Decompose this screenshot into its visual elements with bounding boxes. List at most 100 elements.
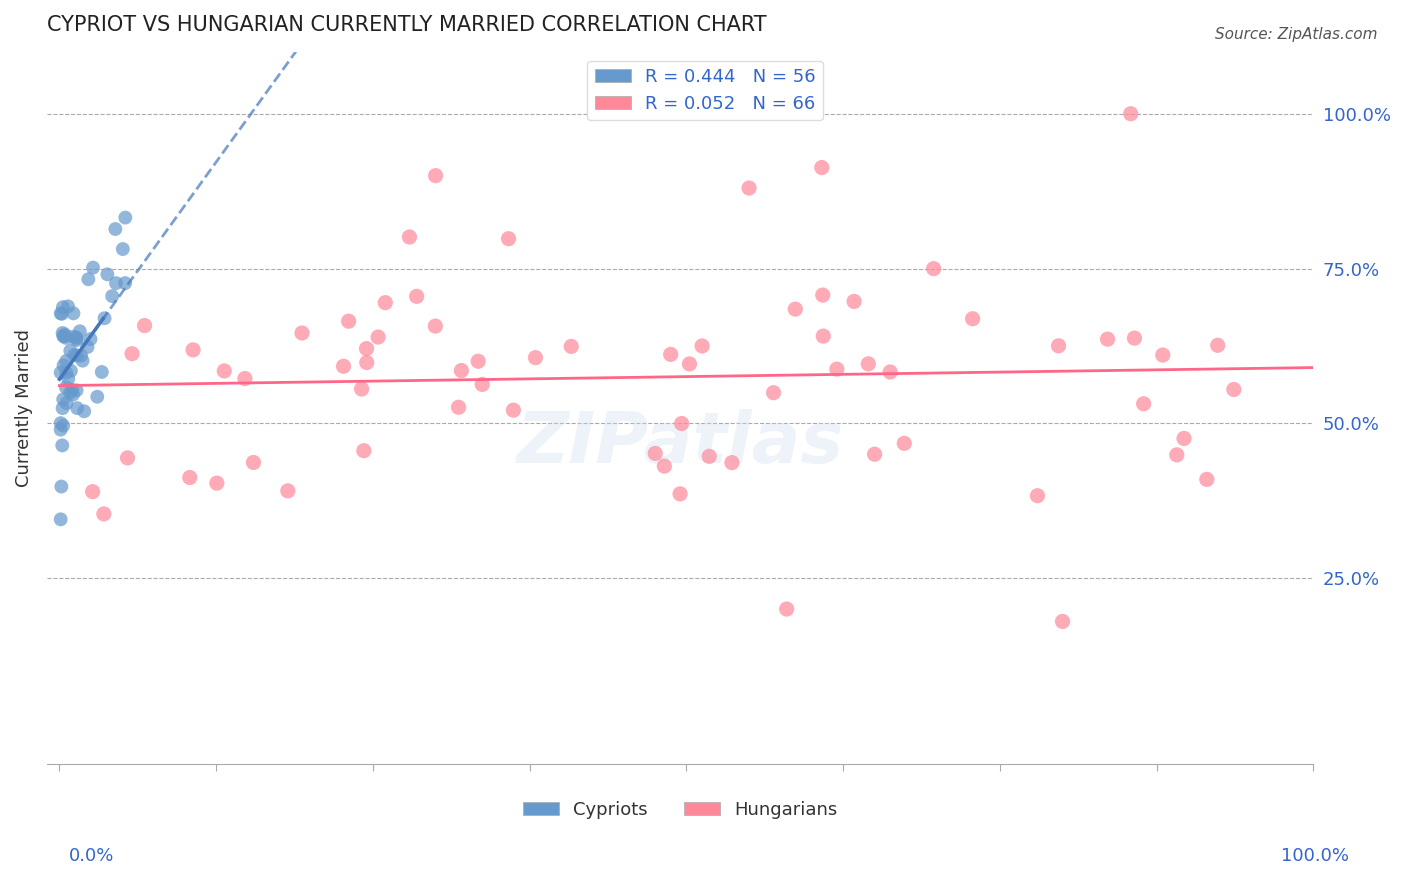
Point	[49, 512, 72, 526]
Point	[1173, 432, 1195, 446]
Point	[1195, 472, 1218, 486]
Point	[560, 339, 582, 353]
Point	[644, 446, 666, 460]
Point	[51, 438, 73, 452]
Point	[101, 289, 124, 303]
Point	[669, 487, 692, 501]
Point	[49, 306, 72, 320]
Point	[53, 327, 76, 342]
Point	[721, 456, 744, 470]
Point	[86, 390, 108, 404]
Point	[277, 483, 299, 498]
Point	[72, 353, 94, 368]
Point	[762, 385, 785, 400]
Text: 0.0%: 0.0%	[69, 847, 114, 865]
Point	[785, 302, 807, 317]
Point	[671, 417, 693, 431]
Text: Source: ZipAtlas.com: Source: ZipAtlas.com	[1215, 27, 1378, 42]
Point	[52, 326, 75, 340]
Point	[524, 351, 547, 365]
Point	[79, 332, 101, 346]
Point	[1223, 383, 1246, 397]
Point	[1132, 397, 1154, 411]
Point	[1119, 107, 1142, 121]
Point	[498, 232, 520, 246]
Point	[49, 366, 72, 380]
Point	[842, 294, 865, 309]
Point	[356, 342, 378, 356]
Point	[214, 364, 236, 378]
Point	[233, 371, 256, 385]
Point	[93, 507, 115, 521]
Point	[502, 403, 524, 417]
Point	[70, 349, 93, 363]
Point	[111, 242, 134, 256]
Point	[697, 450, 720, 464]
Point	[65, 333, 87, 347]
Point	[858, 357, 880, 371]
Point	[962, 311, 984, 326]
Point	[60, 383, 83, 397]
Text: 100.0%: 100.0%	[1281, 847, 1348, 865]
Point	[291, 326, 314, 340]
Point	[467, 354, 489, 368]
Point	[181, 343, 204, 357]
Point	[77, 272, 100, 286]
Point	[425, 169, 447, 183]
Point	[52, 300, 75, 314]
Point	[51, 307, 73, 321]
Point	[55, 366, 77, 380]
Point	[678, 357, 700, 371]
Point	[1097, 332, 1119, 346]
Point	[1152, 348, 1174, 362]
Point	[66, 349, 89, 363]
Point	[825, 362, 848, 376]
Point	[93, 311, 115, 326]
Point	[62, 329, 84, 343]
Point	[1166, 448, 1188, 462]
Point	[69, 324, 91, 338]
Point	[134, 318, 156, 333]
Point	[374, 295, 396, 310]
Point	[1123, 331, 1146, 345]
Point	[55, 354, 77, 368]
Point	[863, 447, 886, 461]
Y-axis label: Currently Married: Currently Married	[15, 329, 32, 487]
Point	[893, 436, 915, 450]
Point	[654, 459, 676, 474]
Point	[114, 211, 136, 225]
Point	[66, 331, 89, 345]
Point	[65, 330, 87, 344]
Point	[104, 222, 127, 236]
Point	[776, 602, 799, 616]
Point	[205, 476, 228, 491]
Point	[813, 329, 835, 343]
Point	[52, 418, 75, 433]
Point	[49, 416, 72, 430]
Point	[1206, 338, 1229, 352]
Point	[82, 484, 104, 499]
Point	[398, 230, 420, 244]
Point	[82, 260, 104, 275]
Point	[350, 382, 373, 396]
Point	[450, 363, 472, 377]
Point	[76, 340, 98, 354]
Point	[105, 276, 128, 290]
Point	[58, 372, 80, 386]
Point	[425, 319, 447, 334]
Point	[59, 385, 82, 400]
Point	[63, 348, 86, 362]
Point	[55, 331, 77, 345]
Point	[405, 289, 427, 303]
Point	[59, 364, 82, 378]
Point	[73, 404, 96, 418]
Point	[49, 423, 72, 437]
Point	[90, 365, 112, 379]
Point	[52, 329, 75, 343]
Point	[52, 329, 75, 343]
Point	[62, 306, 84, 320]
Legend: Cypriots, Hungarians: Cypriots, Hungarians	[516, 794, 845, 826]
Text: ZIPatlas: ZIPatlas	[516, 409, 844, 478]
Point	[66, 401, 89, 416]
Point	[242, 455, 264, 469]
